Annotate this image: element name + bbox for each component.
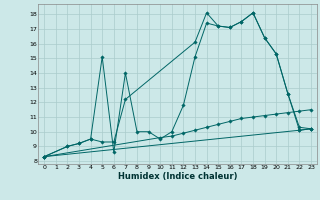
X-axis label: Humidex (Indice chaleur): Humidex (Indice chaleur) <box>118 172 237 181</box>
